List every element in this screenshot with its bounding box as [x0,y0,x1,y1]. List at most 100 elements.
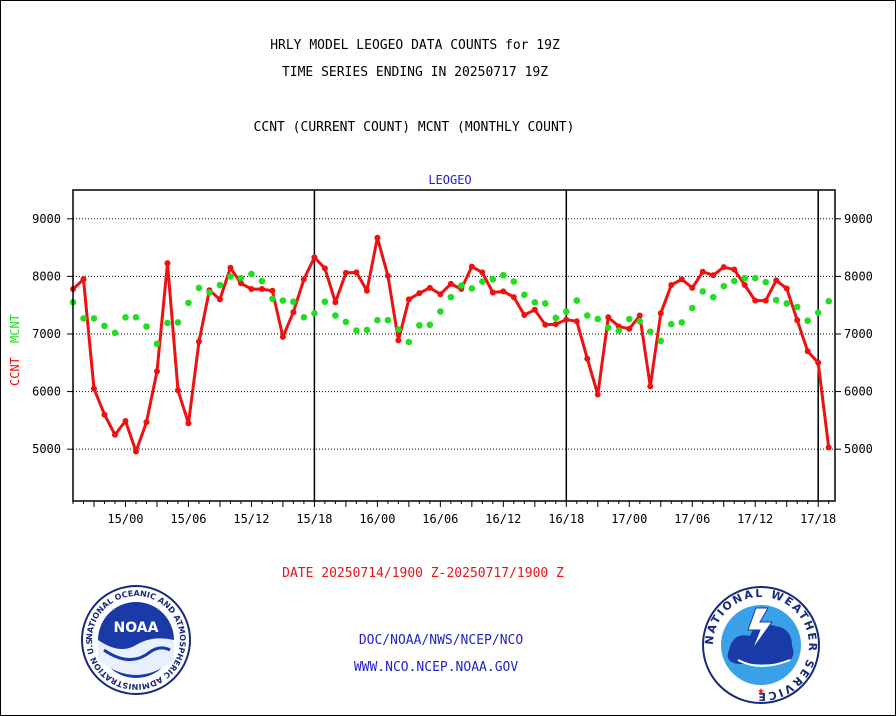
data-point-ccnt [332,299,339,306]
data-point-ccnt [237,280,244,287]
data-point-mcnt [164,319,171,327]
y-tick-label-right: 5000 [844,442,873,456]
data-point-ccnt [731,266,738,273]
x-tick-label: 16/18 [548,512,584,526]
data-point-mcnt [531,299,539,306]
data-point-ccnt [741,282,748,289]
x-tick-label: 15/18 [296,512,332,526]
y-tick-label-left: 8000 [32,269,61,283]
data-point-ccnt [174,387,181,394]
data-point-ccnt [395,337,402,344]
data-point-ccnt [80,276,87,283]
data-point-ccnt [531,306,538,313]
data-point-mcnt [258,277,266,285]
data-point-mcnt [709,293,717,301]
data-point-mcnt [206,289,213,296]
data-point-ccnt [363,287,370,294]
y-tick-label-right: 8000 [844,269,873,283]
data-point-ccnt [699,268,706,275]
series-line-ccnt [71,236,831,453]
y-tick-label-left: 7000 [32,327,61,341]
data-point-ccnt [405,296,412,303]
data-point-ccnt [111,431,118,438]
data-point-ccnt [762,297,769,304]
data-point-ccnt [227,264,234,271]
data-point-ccnt [710,272,717,279]
data-point-ccnt [783,285,790,292]
x-tick-label: 17/12 [737,512,773,526]
data-point-ccnt [321,265,328,272]
data-point-mcnt [751,274,759,282]
data-point-ccnt [773,277,780,284]
plot-title: LEOGEO [428,173,471,187]
data-point-ccnt [143,419,150,426]
data-point-mcnt [814,309,822,316]
x-tick-label: 15/12 [233,512,269,526]
data-point-ccnt [122,417,129,424]
chart-ticks: 5000 5000 6000 6000 7000 7000 8000 8000 9000 9000… [32,212,873,526]
data-point-ccnt [647,383,654,390]
data-point-ccnt [668,282,675,289]
data-point-mcnt [783,300,791,307]
data-point-ccnt [279,333,286,340]
data-point-ccnt [804,348,811,355]
data-point-mcnt [447,293,455,301]
date-range-label: DATE 20250714/1900 Z-20250717/1900 Z [282,566,564,581]
data-point-ccnt [720,264,727,271]
nco-link-1[interactable]: DOC/NOAA/NWS/NCEP/NCO [358,633,524,648]
data-point-mcnt [300,313,308,321]
data-point-ccnt [605,314,612,321]
y-tick-label-right: 7000 [844,327,873,341]
data-point-ccnt [815,359,822,366]
data-point-mcnt [132,313,140,321]
data-point-ccnt [342,269,349,276]
data-point-mcnt [374,316,381,324]
data-point-mcnt [468,285,476,292]
y-tick-label-right: 9000 [844,212,873,226]
data-point-mcnt [174,319,182,326]
x-tick-label: 16/12 [485,512,521,526]
data-point-mcnt [279,297,287,304]
data-point-mcnt [437,308,444,315]
data-point-mcnt [111,329,119,337]
y-axis-label-ccnt: CCNT [8,357,22,386]
data-point-ccnt [825,444,832,451]
data-point-mcnt [395,326,402,333]
y-tick-label-left: 9000 [32,212,61,226]
data-point-mcnt [604,324,612,331]
data-point-mcnt [563,308,570,315]
data-point-ccnt [521,311,528,318]
data-point-mcnt [122,313,129,321]
data-point-ccnt [216,296,223,303]
data-point-ccnt [657,310,664,317]
data-point-ccnt [447,280,454,287]
data-point-ccnt [132,448,139,455]
data-point-mcnt [416,322,423,329]
data-point-ccnt [269,287,276,294]
nco-link-2[interactable]: WWW.NCO.NCEP.NOAA.GOV [353,660,519,675]
data-point-ccnt [636,312,643,319]
data-point-mcnt [80,315,87,322]
data-point-mcnt [153,340,161,348]
data-point-mcnt [500,271,507,279]
y-tick-label-left: 6000 [32,385,61,399]
x-tick-label: 17/06 [674,512,710,526]
data-point-mcnt [342,318,350,326]
data-point-mcnt [542,300,549,307]
data-point-ccnt [300,276,307,283]
data-point-mcnt [195,284,203,292]
data-point-mcnt [405,338,413,346]
data-point-ccnt [489,289,496,296]
data-point-mcnt [804,317,812,325]
data-point-mcnt [594,315,602,323]
data-point-ccnt [195,338,202,345]
data-point-ccnt [626,325,633,332]
data-point-mcnt [290,298,297,306]
data-point-ccnt [479,269,486,276]
data-point-ccnt [101,411,108,418]
x-tick-label: 15/06 [170,512,206,526]
data-point-mcnt [552,314,560,322]
data-point-mcnt [90,315,98,322]
data-point-ccnt [678,276,685,283]
